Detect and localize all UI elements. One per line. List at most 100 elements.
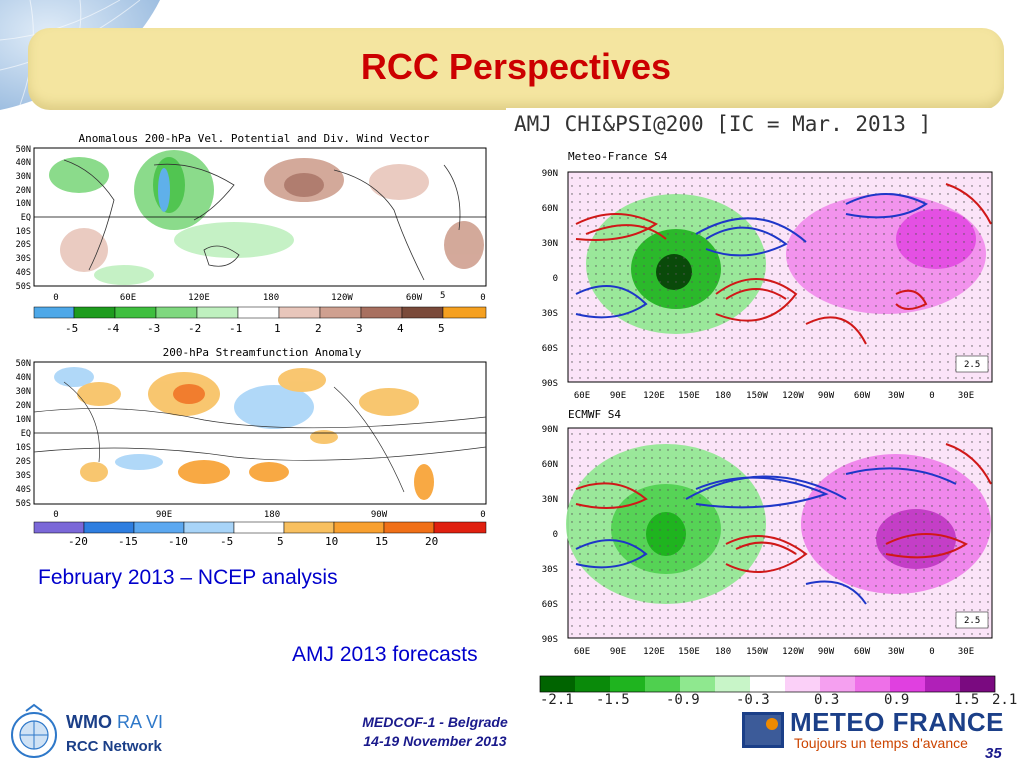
lat-label: 10S: [16, 227, 31, 237]
lat-label: 90S: [542, 379, 558, 389]
footer-event-line2: 14-19 November 2013: [363, 733, 507, 749]
wmo-emblem-icon: [11, 703, 57, 758]
colorbar-label: 0.9: [884, 692, 910, 708]
lon-label: 150W: [746, 647, 768, 657]
meteo-france-wordmark: METEO FRANCE: [790, 707, 1004, 737]
footer-event: MEDCOF-1 - Belgrade 14-19 November 2013: [330, 713, 540, 751]
seasonal-forecast-panel: AMJ CHI&PSI@200 [IC = Mar. 2013 ] Meteo-…: [506, 108, 1018, 708]
title-banner: [28, 28, 1004, 110]
lon-label: 180: [715, 391, 731, 401]
lat-label: 30S: [16, 254, 31, 264]
lon-label: 90E: [610, 647, 626, 657]
colorbar-label: -15: [118, 535, 138, 548]
lat-label: 40S: [16, 268, 31, 278]
lon-label: 0: [53, 293, 58, 303]
lat-label: 30S: [542, 309, 558, 319]
lon-label: 120W: [331, 293, 353, 303]
colorbar-label: 10: [325, 535, 339, 548]
lon-label: 60E: [574, 391, 590, 401]
colorbar-label: 0.3: [814, 692, 840, 708]
lat-label: 90N: [542, 425, 558, 435]
lon-label: 30E: [958, 391, 974, 401]
lat-label: 20N: [16, 186, 31, 196]
lat-label: 10S: [16, 443, 31, 453]
colorbar-label: -5: [220, 535, 234, 548]
colorbar-label: -2.1: [540, 692, 574, 708]
lat-label: 50S: [16, 282, 31, 292]
lon-label: 120E: [643, 391, 665, 401]
colorbar-label: 5: [438, 322, 445, 335]
lon-label: 120W: [782, 647, 804, 657]
lat-label: 60S: [542, 600, 558, 610]
lat-label: 30N: [542, 239, 558, 249]
vector-reference-label: 2.5: [964, 616, 980, 626]
lat-label: 10N: [16, 415, 31, 425]
lon-label: 90W: [818, 647, 835, 657]
colorbar-label: 5: [277, 535, 284, 548]
lon-label: 150W: [746, 391, 768, 401]
lat-label: 40N: [16, 158, 31, 168]
colorbar-label: 2: [315, 322, 322, 335]
lat-label: 0: [553, 274, 558, 284]
colorbar-label: 20: [425, 535, 439, 548]
colorbar-label: 3: [356, 322, 363, 335]
lon-label: 60W: [406, 293, 423, 303]
ncep-top-colorbar: [33, 306, 487, 319]
lat-label: 30N: [542, 495, 558, 505]
ncep-top-colorbar-labels: -5 -4 -3 -2 -1 1 2 3 4 5: [30, 322, 490, 336]
forecast-maps: Meteo-France S4 90N 60N 30N 0 30S 60S: [539, 150, 996, 693]
wmo-ra-vi-label: WMO RA VI: [66, 712, 163, 733]
lon-label: 180: [264, 510, 280, 520]
lon-label: 0: [929, 391, 934, 401]
colorbar-label: 15: [375, 535, 389, 548]
lat-label: 30S: [16, 471, 31, 481]
lat-label: 30N: [16, 387, 31, 397]
colorbar-label: -2: [188, 322, 202, 335]
footer-event-line1: MEDCOF-1 - Belgrade: [362, 714, 508, 730]
colorbar-label: -5: [65, 322, 79, 335]
lat-label: 20S: [16, 240, 31, 250]
lat-label: 30N: [16, 172, 31, 182]
ncep-velocity-potential-map: Anomalous 200-hPa Vel. Potential and Div…: [4, 130, 490, 320]
lon-label: 60E: [574, 647, 590, 657]
lat-label: 0: [553, 530, 558, 540]
lat-label: 60N: [542, 204, 558, 214]
lat-label: 60S: [542, 344, 558, 354]
forecasts-caption: AMJ 2013 forecasts: [292, 643, 478, 666]
ra-vi-label: RA VI: [117, 712, 164, 732]
vector-reference-label: 5: [440, 291, 445, 301]
lat-label: 50N: [16, 359, 31, 369]
lat-label: 90N: [542, 169, 558, 179]
wmo-label: WMO: [66, 712, 112, 732]
page-number: 35: [985, 745, 1002, 762]
rcc-network-label: RCC Network: [66, 738, 162, 755]
colorbar-label: 2.1: [992, 692, 1018, 708]
lon-label: 90W: [818, 391, 835, 401]
lat-label: 90S: [542, 635, 558, 645]
colorbar-label: -1: [229, 322, 243, 335]
ncep-bottom-colorbar-labels: -20 -15 -10 -5 5 10 15 20: [30, 535, 490, 549]
lat-label: 10N: [16, 199, 31, 209]
forecast-header: AMJ CHI&PSI@200 [IC = Mar. 2013 ]: [514, 112, 932, 136]
ncep-bottom-colorbar: [33, 521, 487, 534]
lon-label: 180: [263, 293, 279, 303]
colorbar-label: -3: [147, 322, 161, 335]
ecmwf-s4-label: ECMWF S4: [568, 408, 621, 421]
lon-label: 120E: [643, 647, 665, 657]
colorbar-label: -0.3: [736, 692, 770, 708]
ncep-caption: February 2013 – NCEP analysis: [38, 566, 338, 589]
lon-label: 30W: [888, 647, 905, 657]
colorbar-label: -0.9: [666, 692, 700, 708]
lat-label: 60N: [542, 460, 558, 470]
lon-label: 0: [53, 510, 58, 520]
colorbar-label: -1.5: [596, 692, 630, 708]
lon-label: 90E: [156, 510, 172, 520]
slide-title: RCC Perspectives: [360, 46, 672, 87]
colorbar-label: -10: [168, 535, 188, 548]
meteo-france-s4-label: Meteo-France S4: [568, 150, 668, 163]
meteo-france-tagline: Toujours un temps d'avance: [794, 735, 968, 751]
ncep-bottom-map-title: 200-hPa Streamfunction Anomaly: [163, 346, 362, 359]
ncep-top-map-title: Anomalous 200-hPa Vel. Potential and Div…: [79, 132, 430, 145]
lat-label: EQ: [21, 213, 31, 223]
lon-label: 90E: [610, 391, 626, 401]
